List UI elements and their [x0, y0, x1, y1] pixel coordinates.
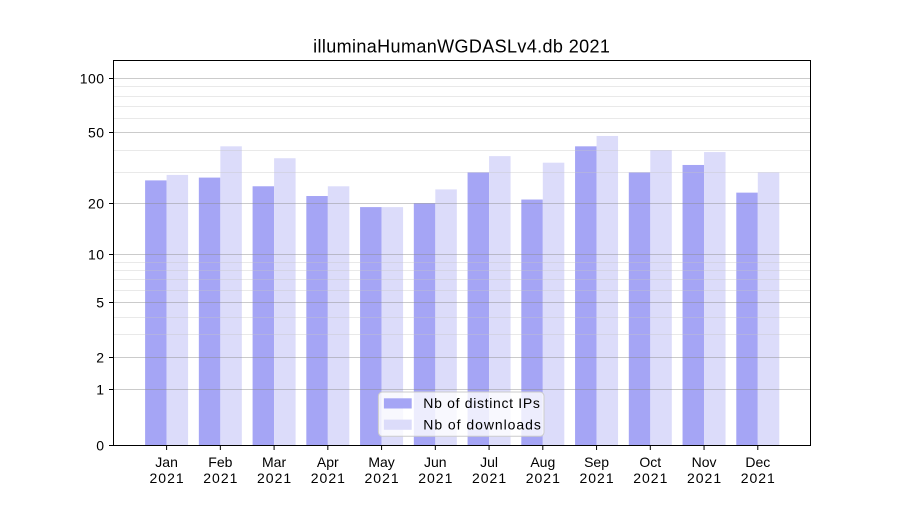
svg-text:2021: 2021 — [257, 470, 292, 486]
svg-text:2021: 2021 — [365, 470, 400, 486]
svg-text:Nb of distinct IPs: Nb of distinct IPs — [423, 395, 540, 411]
svg-text:2021: 2021 — [633, 470, 668, 486]
svg-text:Apr: Apr — [317, 454, 339, 470]
svg-text:Jul: Jul — [480, 454, 498, 470]
svg-text:100: 100 — [80, 71, 105, 87]
svg-text:2021: 2021 — [526, 470, 561, 486]
svg-text:Oct: Oct — [639, 454, 661, 470]
svg-text:20: 20 — [88, 196, 105, 212]
svg-text:Jan: Jan — [155, 454, 178, 470]
svg-text:0: 0 — [96, 438, 104, 454]
svg-text:illuminaHumanWGDASLv4.db 2021: illuminaHumanWGDASLv4.db 2021 — [313, 37, 610, 57]
svg-text:5: 5 — [96, 295, 104, 311]
svg-text:May: May — [368, 454, 394, 470]
svg-text:Nb of downloads: Nb of downloads — [423, 417, 542, 433]
svg-text:2021: 2021 — [203, 470, 238, 486]
svg-text:2: 2 — [96, 350, 104, 366]
svg-text:2021: 2021 — [418, 470, 453, 486]
svg-text:2021: 2021 — [472, 470, 507, 486]
svg-text:2021: 2021 — [687, 470, 722, 486]
svg-text:10: 10 — [88, 247, 105, 263]
svg-text:2021: 2021 — [741, 470, 776, 486]
svg-text:Mar: Mar — [262, 454, 286, 470]
svg-text:2021: 2021 — [579, 470, 614, 486]
svg-text:Feb: Feb — [208, 454, 232, 470]
svg-text:1: 1 — [96, 382, 104, 398]
svg-text:Dec: Dec — [745, 454, 770, 470]
svg-text:2021: 2021 — [150, 470, 185, 486]
svg-text:Nov: Nov — [692, 454, 717, 470]
svg-text:Sep: Sep — [584, 454, 609, 470]
svg-text:Jun: Jun — [424, 454, 447, 470]
svg-text:Aug: Aug — [530, 454, 555, 470]
svg-text:50: 50 — [88, 125, 105, 141]
svg-text:2021: 2021 — [311, 470, 346, 486]
